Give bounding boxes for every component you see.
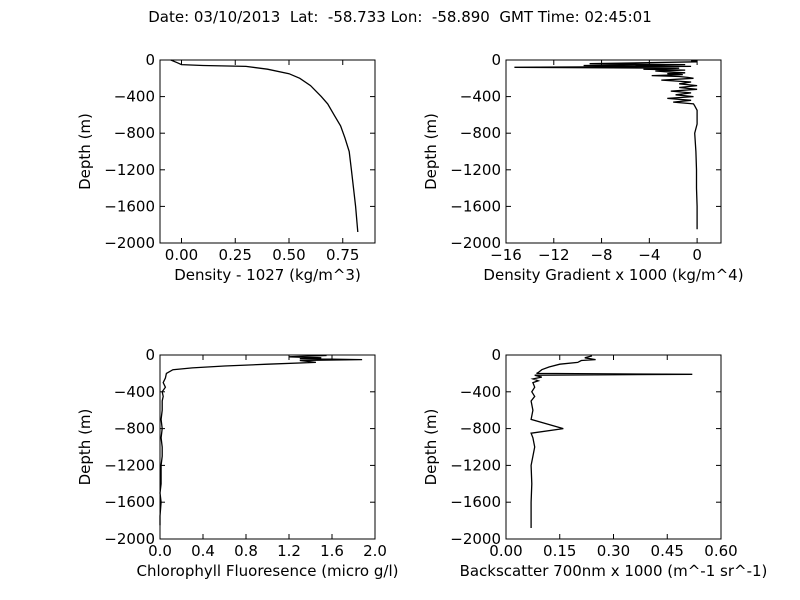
y-tick-label: −1600 — [450, 493, 501, 511]
x-tick-label: 2.0 — [363, 542, 387, 560]
chlorophyll-panel: 0.0 0.4 0.8 1.2 1.6 2.0 0 −400 −800 −1200 −1600 −20… — [76, 346, 398, 580]
axes-frame — [159, 354, 376, 540]
x-tick-label: 0.4 — [191, 542, 215, 560]
y-tick-label: −1200 — [450, 161, 501, 179]
y-tick-label: −1200 — [450, 456, 501, 474]
y-tick-label: −800 — [114, 124, 155, 142]
x-tick-label: −8 — [590, 246, 612, 264]
x-tick-label: 0.00 — [165, 246, 198, 264]
x-tick-label: 0.0 — [148, 542, 172, 560]
y-tick-label: −1600 — [450, 197, 501, 215]
y-tick-label: −800 — [460, 124, 501, 142]
series-line-0 — [159, 354, 363, 526]
y-tick-label: −800 — [114, 420, 155, 438]
y-axis-label: Depth (m) — [76, 113, 94, 190]
series-line-0 — [170, 59, 359, 233]
y-tick-label: −1600 — [104, 197, 155, 215]
axes-frame — [159, 59, 376, 244]
series-line-0 — [514, 59, 698, 230]
y-tick-label: −1200 — [104, 456, 155, 474]
y-tick-label: 0 — [145, 51, 155, 69]
x-tick-label: −16 — [490, 246, 522, 264]
y-tick-label: −400 — [460, 88, 501, 106]
x-tick-label: 0.45 — [651, 542, 684, 560]
x-tick-label: 0.25 — [219, 246, 252, 264]
x-axis-label: Chlorophyll Fluoresence (micro g/l) — [137, 562, 399, 580]
x-tick-label: 0.00 — [489, 542, 522, 560]
x-tick-label: 0.75 — [326, 246, 359, 264]
x-tick-label: 0 — [692, 246, 702, 264]
density-gradient-panel: −16 −12 −8 −4 00−400−800−1200−1600−2000Densi… — [422, 51, 744, 284]
y-tick-label: −2000 — [104, 530, 155, 548]
x-tick-label: 1.2 — [277, 542, 301, 560]
y-tick-label: −400 — [460, 383, 501, 401]
series-line-0 — [530, 355, 693, 528]
axes-frame — [505, 59, 722, 244]
backscatter-panel: 0.00 0.15 0.30 0.45 0.60 0 −400 −800 −1200 −1600 −… — [422, 346, 767, 580]
x-tick-label: 0.30 — [597, 542, 630, 560]
x-axis-label: Backscatter 700nm x 1000 (m^-1 sr^-1) — [460, 562, 768, 580]
x-tick-label: 0.15 — [543, 542, 576, 560]
x-tick-label: −4 — [638, 246, 660, 264]
y-axis-label: Depth (m) — [422, 409, 440, 486]
x-tick-label: 0.50 — [272, 246, 305, 264]
y-tick-label: −400 — [114, 88, 155, 106]
y-axis-label: Depth (m) — [76, 409, 94, 486]
y-tick-label: 0 — [491, 51, 501, 69]
figure-title: Date: 03/10/2013 Lat: -58.733 Lon: -58.8… — [148, 8, 652, 26]
y-tick-label: −800 — [460, 420, 501, 438]
x-tick-label: 1.6 — [320, 542, 344, 560]
y-tick-label: 0 — [491, 346, 501, 364]
x-tick-label: 0.60 — [704, 542, 737, 560]
y-tick-label: −1600 — [104, 493, 155, 511]
y-tick-label: −400 — [114, 383, 155, 401]
y-tick-label: −1200 — [104, 161, 155, 179]
x-tick-label: −12 — [538, 246, 570, 264]
density-panel: 0.00 0.25 0.50 0.75 0 −400 −800 −1200 −1600 −2000… — [76, 51, 376, 284]
axes-frame — [505, 354, 722, 540]
y-tick-label: 0 — [145, 346, 155, 364]
y-tick-label: −2000 — [104, 234, 155, 252]
y-axis-label: Depth (m) — [422, 113, 440, 190]
x-axis-label: Density - 1027 (kg/m^3) — [174, 266, 361, 284]
x-axis-label: Density Gradient x 1000 (kg/m^4) — [483, 266, 743, 284]
y-tick-label: −2000 — [450, 234, 501, 252]
y-tick-label: −2000 — [450, 530, 501, 548]
x-tick-label: 0.8 — [234, 542, 258, 560]
